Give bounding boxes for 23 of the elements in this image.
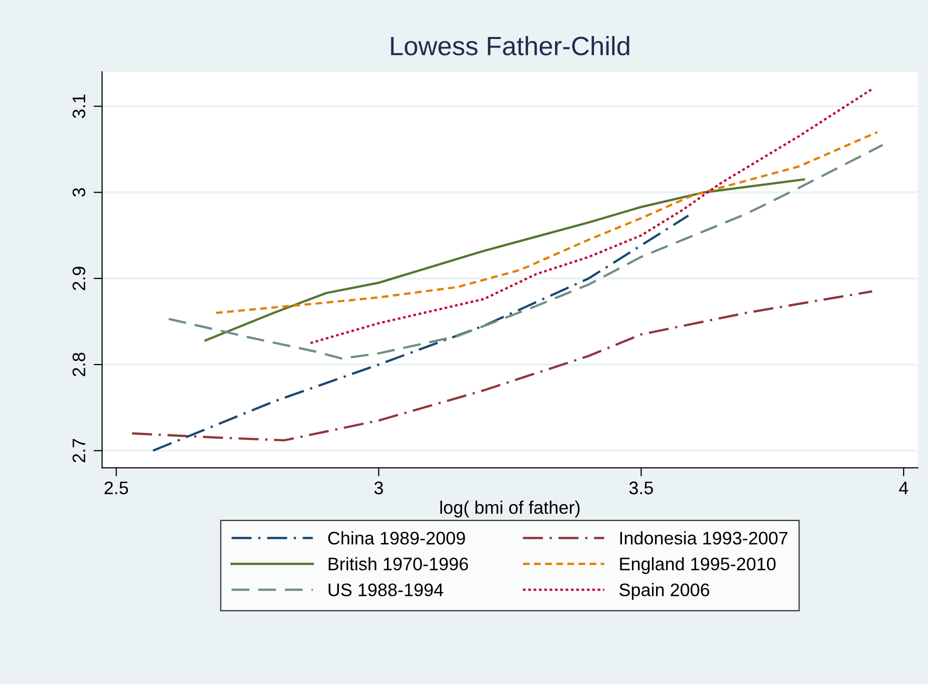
y-tick-label: 2.9 — [72, 266, 86, 290]
legend-label: England 1995-2010 — [620, 557, 776, 574]
x-axis-title: log( bmi of father) — [440, 500, 580, 518]
x-tick-label: 2.5 — [104, 482, 128, 494]
x-tick-label: 3.5 — [629, 482, 653, 494]
legend-label: US 1988-1994 — [328, 583, 444, 596]
legend-label: British 1970-1996 — [328, 557, 468, 570]
y-tick-label: 3.1 — [72, 94, 86, 118]
y-tick-label: 2.8 — [72, 352, 86, 376]
legend-label: Spain 2006 — [619, 583, 710, 600]
line-series — [152, 214, 690, 452]
legend-label: Indonesia 1993-2007 — [620, 531, 788, 545]
x-tick-label: 4 — [899, 482, 908, 494]
y-tick-label: 2.7 — [72, 438, 86, 462]
line-series — [214, 130, 878, 314]
line-series — [130, 290, 874, 442]
line-series — [204, 178, 805, 342]
y-tick-label: 3 — [72, 188, 86, 197]
x-tick-label: 3 — [374, 482, 383, 494]
line-series — [309, 88, 874, 344]
line-series — [168, 144, 884, 360]
chart-title: Lowess Father-Child — [391, 36, 630, 56]
legend-label: China 1989-2009 — [328, 531, 465, 545]
